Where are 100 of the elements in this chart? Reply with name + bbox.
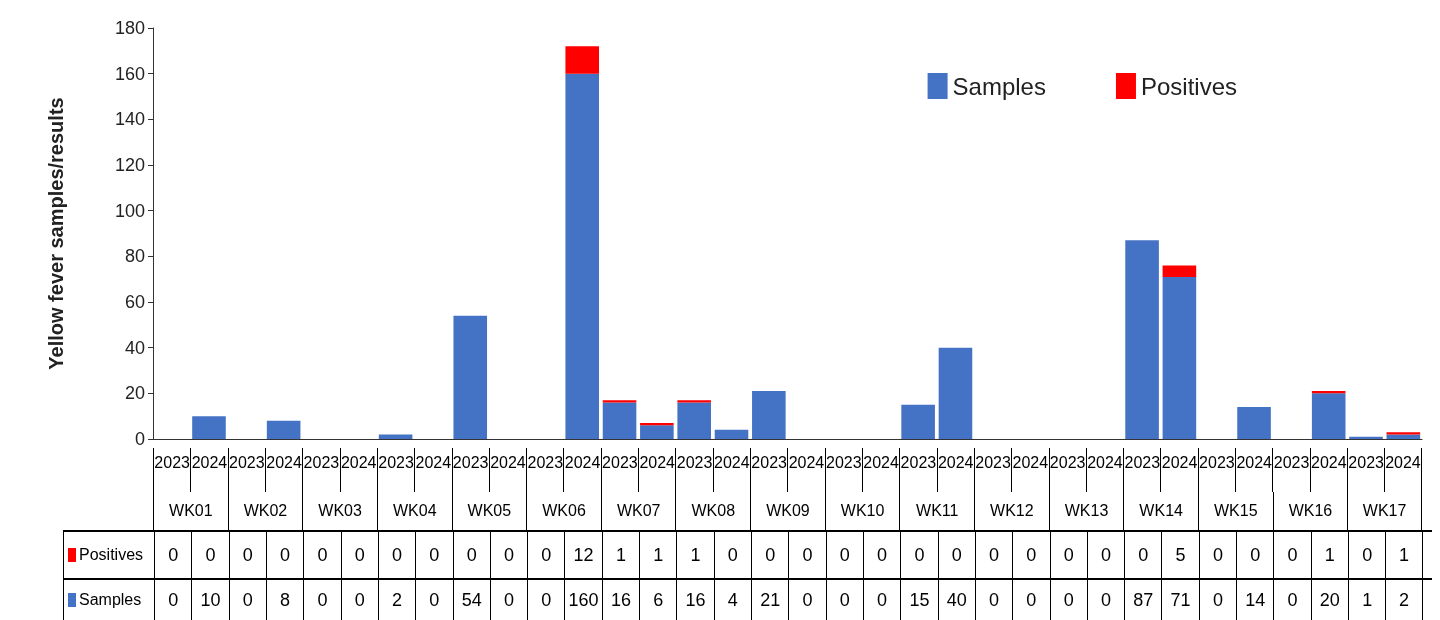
x-tick-label: 2024	[264, 448, 303, 492]
data-label: 0	[340, 580, 378, 620]
data-label: 0	[489, 532, 528, 578]
data-label: 0	[713, 532, 751, 578]
bar	[565, 73, 600, 439]
x-tick-label: 2023	[675, 448, 713, 492]
text: WK12	[974, 492, 1049, 530]
text: WK03	[302, 492, 377, 530]
y-tick-label: 20	[124, 383, 145, 404]
data-label: 0	[527, 580, 565, 620]
data-label: 54	[452, 580, 490, 620]
y-tick-label: 180	[114, 18, 145, 38]
x-tick-label: 2024	[563, 448, 601, 492]
data-label: 0	[1012, 580, 1050, 620]
y-tick-label: 60	[124, 292, 145, 312]
bar	[1125, 240, 1159, 439]
data-label: 0	[1012, 532, 1050, 578]
x-tick-label: 2023	[1048, 448, 1086, 492]
data-label: 1	[1385, 532, 1423, 578]
data-label: 1	[601, 532, 640, 578]
data-label: 0	[1086, 580, 1125, 620]
x-tick-label: 2023	[973, 448, 1012, 492]
text: WK17	[1347, 492, 1422, 530]
text: WK14	[1123, 492, 1198, 530]
data-label: 8	[265, 580, 304, 620]
data-label: 0	[788, 532, 826, 578]
x-tick-label: 2023	[600, 448, 639, 492]
bar	[714, 429, 749, 439]
x-tick-label: 2024	[861, 448, 900, 492]
y-tick-label: 140	[114, 109, 145, 130]
x-tick-label: 2024	[1309, 448, 1347, 492]
legend-label: Samples	[952, 72, 1046, 100]
text: WK07	[600, 492, 676, 530]
data-label: 0	[862, 532, 901, 578]
text: WK08	[675, 492, 751, 530]
text: WK09	[750, 492, 825, 530]
data-label: 87	[1124, 580, 1162, 620]
text: WK11	[899, 492, 975, 530]
x-tick-label: 2024	[339, 448, 377, 492]
x-tick-label: 2024	[1085, 448, 1124, 492]
bar	[1237, 407, 1271, 439]
data-label: 0	[1086, 532, 1125, 578]
x-tick-label: 2023	[1272, 448, 1310, 492]
bar	[1162, 265, 1197, 277]
x-tick-label: 2024	[1235, 448, 1273, 492]
data-label: 0	[154, 532, 192, 578]
y-axis-title: Yellow fever samples/results	[45, 97, 67, 370]
bar	[378, 434, 413, 439]
legend-label: Positives	[1140, 72, 1238, 100]
data-label: 4	[713, 580, 751, 620]
data-label: 0	[751, 532, 789, 578]
x-tick-label: 2024	[936, 448, 974, 492]
text: WK16	[1272, 492, 1348, 530]
x-tick-label: 2023	[302, 448, 340, 492]
x-tick-label: 2024	[488, 448, 527, 492]
x-tick-label: 2023	[1197, 448, 1236, 492]
data-label: 12	[564, 532, 602, 578]
data-label: 71	[1161, 580, 1199, 620]
x-tick-label: 2023	[899, 448, 937, 492]
data-label: 0	[825, 532, 863, 578]
data-label: 21	[751, 580, 789, 620]
data-label: 0	[228, 532, 266, 578]
text: WK04	[376, 492, 452, 530]
data-label: 0	[825, 580, 863, 620]
data-label: 1	[639, 532, 677, 578]
bar	[938, 347, 973, 439]
text: Positives	[79, 546, 144, 563]
x-tick-label: 2023	[376, 448, 415, 492]
data-label: 0	[1049, 532, 1087, 578]
text: WK01	[153, 492, 228, 530]
x-tick-label: 2024	[414, 448, 452, 492]
bar	[901, 404, 935, 439]
x-tick-label: 2023	[1347, 448, 1385, 492]
data-label: 0	[527, 532, 565, 578]
bar	[1311, 393, 1346, 439]
data-label: 0	[452, 532, 490, 578]
bar	[1162, 276, 1197, 439]
data-label: 1	[676, 532, 714, 578]
y-tick-label: 80	[124, 246, 145, 267]
text: WK15	[1197, 492, 1273, 530]
x-tick-label: 2024	[787, 448, 825, 492]
data-label: 0	[974, 532, 1013, 578]
data-label: 0	[1273, 532, 1311, 578]
y-tick-label: 120	[114, 155, 145, 175]
x-tick-label: 2023	[824, 448, 862, 492]
x-tick-label: 2023	[153, 448, 191, 492]
data-label: 20	[1310, 580, 1348, 620]
text: WK06	[526, 492, 601, 530]
data-label: 0	[974, 580, 1013, 620]
data-label: 0	[303, 532, 341, 578]
y-tick-label: 160	[114, 63, 145, 84]
x-tick-label: 2024	[1384, 448, 1422, 492]
y-tick-label: 40	[124, 337, 145, 358]
data-label: 0	[377, 532, 416, 578]
text: WK02	[227, 492, 303, 530]
text: Samples	[79, 591, 142, 608]
data-label: 0	[1236, 532, 1274, 578]
data-label: 0	[191, 532, 229, 578]
data-label: 0	[340, 532, 378, 578]
bar	[192, 416, 226, 439]
